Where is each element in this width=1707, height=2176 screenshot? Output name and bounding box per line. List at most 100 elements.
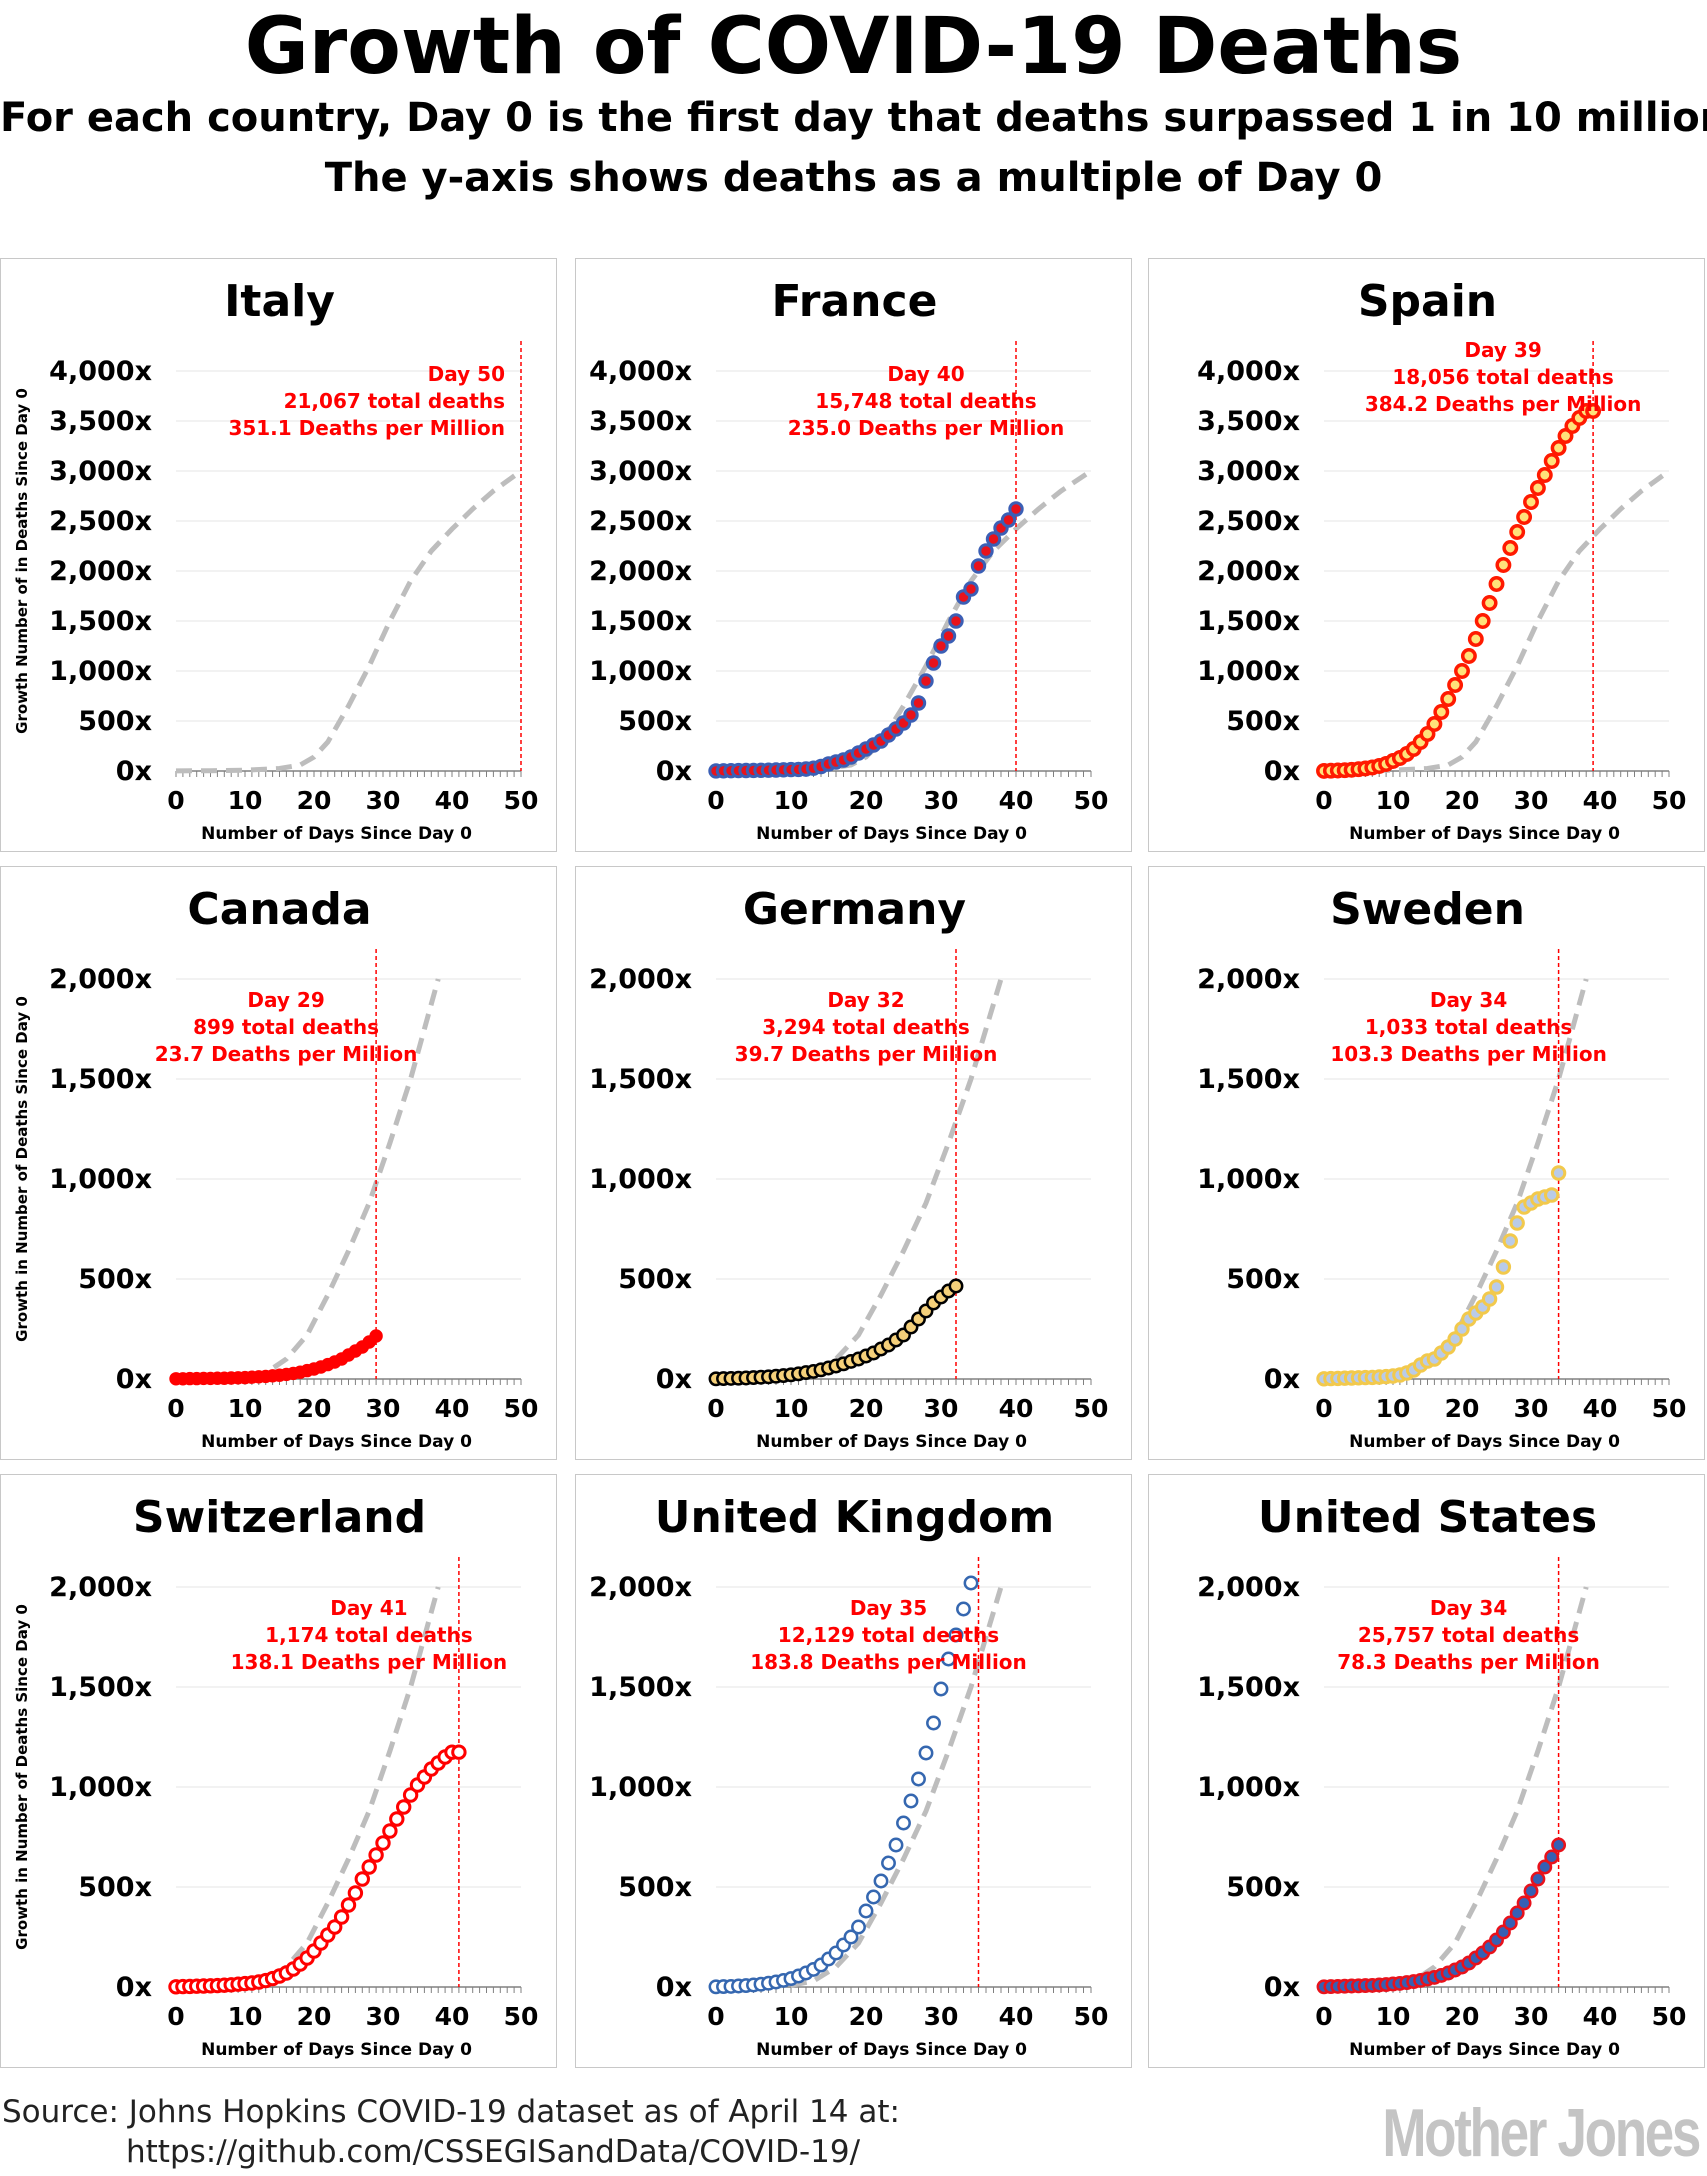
data-point	[1474, 613, 1491, 629]
y-tick-label: 1,000x	[1197, 1164, 1300, 1195]
y-tick-label: 3,500x	[49, 406, 152, 437]
annotation-line: 18,056 total deaths	[1392, 365, 1613, 389]
x-tick-label: 50	[1074, 1394, 1109, 1423]
chart-title: United States	[1258, 1492, 1597, 1543]
annotation-line: 138.1 Deaths per Million	[231, 1650, 508, 1674]
chart-svg-sweden: Sweden 0x 500x 1,000x 1,500x 2,000x 0 10 20 30 40 5…	[1197, 884, 1686, 1452]
x-axis-label: Number of Days Since Day 0	[756, 824, 1027, 844]
annotation-line: Day 50	[428, 362, 505, 386]
y-tick-label: 1,000x	[589, 1164, 692, 1195]
annotation-line: 23.7 Deaths per Million	[155, 1042, 418, 1066]
data-point	[1447, 1331, 1463, 1347]
x-tick-label: 30	[366, 2002, 401, 2031]
source-url: https://github.com/CSSEGISandData/COVID-…	[126, 2134, 861, 2170]
chart-panel-spain: Spain 0x 500x 1,000x 1,500x 2,000x 2,500x 3,000…	[1148, 258, 1705, 852]
chart-panel-canada: Canada 0x 500x 1,000x 1,500x 2,000x 0 10 20 30 40 5…	[0, 866, 557, 1460]
data-point	[933, 1681, 949, 1697]
x-tick-label: 10	[774, 2002, 809, 2031]
y-tick-label: 1,500x	[589, 1064, 692, 1095]
data-point	[1544, 1187, 1560, 1203]
x-tick-label: 40	[435, 2002, 470, 2031]
data-point	[956, 1601, 971, 1617]
data-point	[451, 1744, 467, 1760]
data-point	[903, 707, 919, 723]
annotation-line: Day 34	[1430, 1596, 1507, 1620]
y-axis-label: Growth Number of in Deaths Since Day 0	[13, 388, 31, 734]
chart-title: Italy	[224, 276, 335, 327]
data-point	[1523, 494, 1539, 510]
data-point	[1585, 403, 1602, 419]
x-tick-label: 10	[774, 1394, 809, 1423]
data-point	[1543, 453, 1560, 469]
data-point	[396, 1799, 412, 1815]
data-point	[881, 1855, 896, 1871]
x-tick-label: 0	[707, 2002, 724, 2031]
y-tick-label: 1,500x	[49, 606, 152, 637]
annotation-line: 78.3 Deaths per Million	[1337, 1650, 1600, 1674]
annotation-line: 235.0 Deaths per Million	[788, 416, 1065, 440]
y-tick-label: 500x	[78, 1872, 152, 1903]
x-tick-label: 20	[849, 786, 884, 815]
x-tick-label: 50	[504, 2002, 539, 2031]
annotation-line: 384.2 Deaths per Million	[1365, 392, 1642, 416]
x-tick-label: 0	[1315, 2002, 1332, 2031]
annotation-line: 183.8 Deaths per Million	[750, 1650, 1027, 1674]
source-line-1: Source: Johns Hopkins COVID-19 dataset a…	[2, 2094, 900, 2130]
chart-svg-spain: Spain 0x 500x 1,000x 1,500x 2,000x 2,500x 3,000…	[1197, 276, 1686, 844]
y-tick-label: 2,000x	[589, 556, 692, 587]
y-tick-label: 2,000x	[49, 556, 152, 587]
x-tick-label: 20	[1445, 2002, 1480, 2031]
data-point	[918, 673, 934, 689]
chart-title: Germany	[743, 884, 966, 935]
data-point	[866, 1889, 881, 1905]
y-tick-label: 500x	[1226, 1264, 1300, 1295]
x-tick-label: 40	[1583, 1394, 1618, 1423]
data-point	[1481, 1291, 1498, 1307]
y-tick-label: 3,500x	[589, 406, 692, 437]
x-tick-label: 30	[924, 1394, 959, 1423]
data-point	[1495, 557, 1512, 573]
data-point	[1550, 1165, 1567, 1181]
chart-title: United Kingdom	[655, 1492, 1054, 1543]
y-tick-label: 500x	[1226, 1872, 1300, 1903]
annotation-line: 25,757 total deaths	[1358, 1623, 1579, 1647]
reference-curve	[715, 978, 1004, 1382]
x-axis-label: Number of Days Since Day 0	[756, 1432, 1027, 1452]
y-tick-label: 3,500x	[1197, 406, 1300, 437]
data-point	[1460, 648, 1477, 664]
data-point	[888, 1837, 904, 1853]
annotation-line: 15,748 total deaths	[815, 389, 1036, 413]
annotation-line: 103.3 Deaths per Million	[1330, 1042, 1607, 1066]
x-tick-label: 50	[1652, 2002, 1687, 2031]
y-tick-label: 1,500x	[589, 1672, 692, 1703]
y-tick-label: 1,000x	[49, 1772, 152, 1803]
data-point	[1551, 1837, 1567, 1853]
y-tick-label: 0x	[1264, 756, 1300, 787]
x-tick-label: 30	[1514, 786, 1549, 815]
y-tick-label: 2,000x	[589, 1572, 692, 1603]
y-tick-label: 500x	[1226, 706, 1300, 737]
annotation-line: 39.7 Deaths per Million	[735, 1042, 998, 1066]
chart-svg-france: France 0x 500x 1,000x 1,500x 2,000x 2,500x 3,00…	[589, 276, 1108, 844]
y-tick-label: 0x	[1264, 1364, 1300, 1395]
data-point	[910, 695, 927, 711]
y-tick-label: 500x	[618, 706, 692, 737]
data-point	[963, 1575, 979, 1591]
data-point	[933, 638, 949, 654]
x-tick-label: 20	[1445, 786, 1480, 815]
y-tick-label: 500x	[78, 706, 152, 737]
x-tick-label: 0	[167, 786, 184, 815]
x-tick-label: 0	[167, 2002, 184, 2031]
chart-panel-france: France 0x 500x 1,000x 1,500x 2,000x 2,500x 3,00…	[575, 258, 1132, 852]
data-point	[1488, 1279, 1505, 1295]
y-tick-label: 1,500x	[1197, 1672, 1300, 1703]
x-axis-label: Number of Days Since Day 0	[1349, 824, 1620, 844]
y-tick-label: 1,500x	[1197, 1064, 1300, 1095]
chart-title: Switzerland	[133, 1492, 426, 1543]
y-tick-label: 2,500x	[1197, 506, 1300, 537]
y-tick-label: 1,500x	[1197, 606, 1300, 637]
y-tick-label: 1,000x	[1197, 1772, 1300, 1803]
y-axis-label: Growth in Number of Deaths Since Day 0	[13, 996, 31, 1342]
data-point	[903, 1793, 919, 1809]
x-tick-label: 10	[1376, 1394, 1411, 1423]
